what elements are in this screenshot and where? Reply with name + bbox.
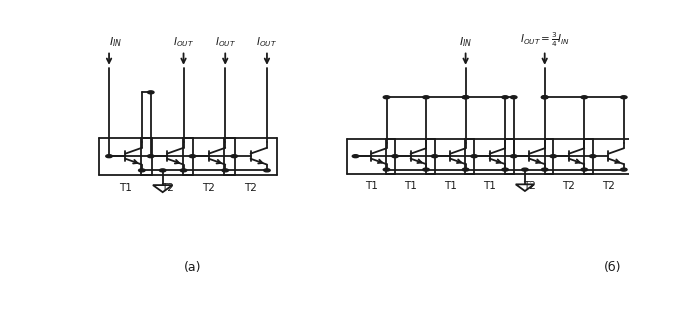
Circle shape [462,96,469,99]
Circle shape [147,91,154,94]
Text: T1: T1 [365,182,377,191]
Circle shape [231,155,238,158]
Text: T1: T1 [404,182,417,191]
Text: T1: T1 [444,182,456,191]
Text: T2: T2 [203,183,215,193]
Text: T2: T2 [562,182,575,191]
Circle shape [521,168,528,171]
Circle shape [542,96,548,99]
Circle shape [264,169,271,172]
Circle shape [180,169,187,172]
Circle shape [471,155,477,158]
Circle shape [352,155,359,158]
Circle shape [189,155,196,158]
Circle shape [383,168,390,171]
Circle shape [542,168,548,171]
Text: T2: T2 [161,183,173,193]
Text: $I_{OUT} = \frac{3}{4}I_{IN}$: $I_{OUT} = \frac{3}{4}I_{IN}$ [520,31,570,49]
Circle shape [222,169,229,172]
Circle shape [589,155,596,158]
Circle shape [510,155,517,158]
Text: T2: T2 [602,182,614,191]
Text: $I_{OUT}$: $I_{OUT}$ [257,35,278,49]
Circle shape [502,96,508,99]
Circle shape [423,168,429,171]
Circle shape [462,168,469,171]
Text: $I_{IN}$: $I_{IN}$ [109,35,122,49]
Text: $I_{IN}$: $I_{IN}$ [459,35,473,49]
Text: (a): (a) [185,261,202,274]
Circle shape [542,96,548,99]
Circle shape [423,96,429,99]
Circle shape [621,168,627,171]
Circle shape [147,155,154,158]
Circle shape [581,96,587,99]
Circle shape [106,155,113,158]
Circle shape [621,96,627,99]
Circle shape [510,96,517,99]
Text: T2: T2 [244,183,257,193]
Circle shape [383,96,390,99]
Circle shape [159,169,166,172]
Text: $I_{OUT}$: $I_{OUT}$ [173,35,194,49]
Circle shape [392,155,398,158]
Circle shape [550,155,556,158]
Circle shape [581,168,587,171]
Text: T1: T1 [119,183,132,193]
Circle shape [431,155,438,158]
Circle shape [462,96,469,99]
Text: $I_{OUT}$: $I_{OUT}$ [215,35,236,49]
Circle shape [138,169,145,172]
Circle shape [502,168,508,171]
Text: T1: T1 [483,182,496,191]
Text: T2: T2 [523,182,535,191]
Text: (б): (б) [604,261,621,274]
